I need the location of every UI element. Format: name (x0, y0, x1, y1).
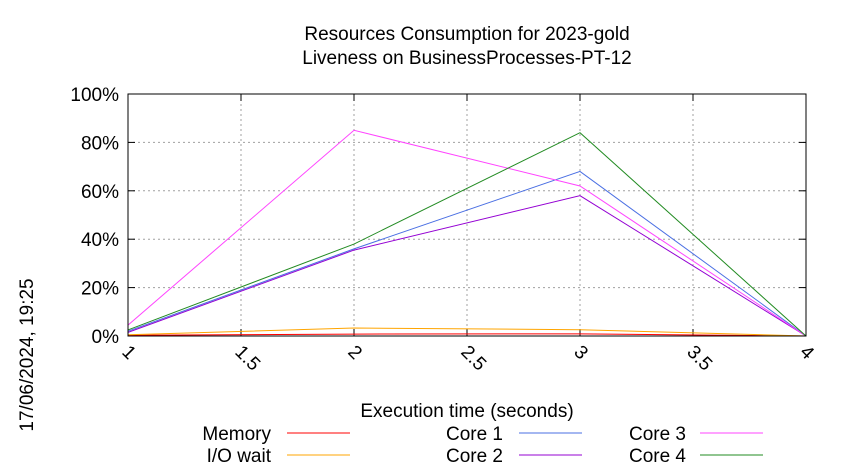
series-line-core-1 (127, 170, 807, 337)
series-lines (127, 129, 807, 337)
timestamp-label: 17/06/2024, 19:25 (17, 278, 38, 431)
legend-label-core-2: Core 2 (446, 446, 503, 467)
chart-title-line2: Liveness on BusinessProcesses-PT-12 (302, 48, 632, 69)
series-line-core-3 (127, 129, 807, 337)
legend-label-core-3: Core 3 (629, 424, 686, 445)
chart-title-line1: Resources Consumption for 2023-gold (304, 24, 629, 45)
legend-label-core-4: Core 4 (629, 446, 686, 467)
y-tick-label: 20% (81, 279, 119, 300)
x-tick-label: 2 (343, 342, 365, 364)
y-tick-label: 0% (92, 327, 120, 348)
series-line-core-4 (127, 132, 807, 337)
legend-label-memory: Memory (202, 424, 271, 445)
series-line-core-2 (127, 195, 807, 337)
x-axis-label: Execution time (seconds) (360, 401, 573, 422)
legend-label-core-1: Core 1 (446, 424, 503, 445)
x-tick-label: 4 (795, 342, 818, 365)
series-line-i-o-wait (127, 327, 807, 337)
x-tick-label: 1 (117, 342, 139, 364)
y-tick-label: 40% (81, 230, 119, 251)
x-tick-label: 3 (569, 342, 591, 364)
series-line-memory (127, 333, 807, 337)
plot-frame (127, 93, 807, 337)
grid (128, 94, 806, 336)
x-tick-label: 2.5 (456, 342, 490, 376)
y-tick-label: 60% (81, 182, 119, 203)
x-tick-label: 3.5 (682, 342, 716, 376)
y-tick-label: 80% (81, 133, 119, 154)
y-tick-label: 100% (70, 85, 119, 106)
x-tick-label: 1.5 (230, 342, 264, 376)
y-axis: 0% 20% 40% 60% 80% 100% (70, 85, 806, 348)
legend-label-i-o-wait: I/O wait (207, 446, 272, 467)
